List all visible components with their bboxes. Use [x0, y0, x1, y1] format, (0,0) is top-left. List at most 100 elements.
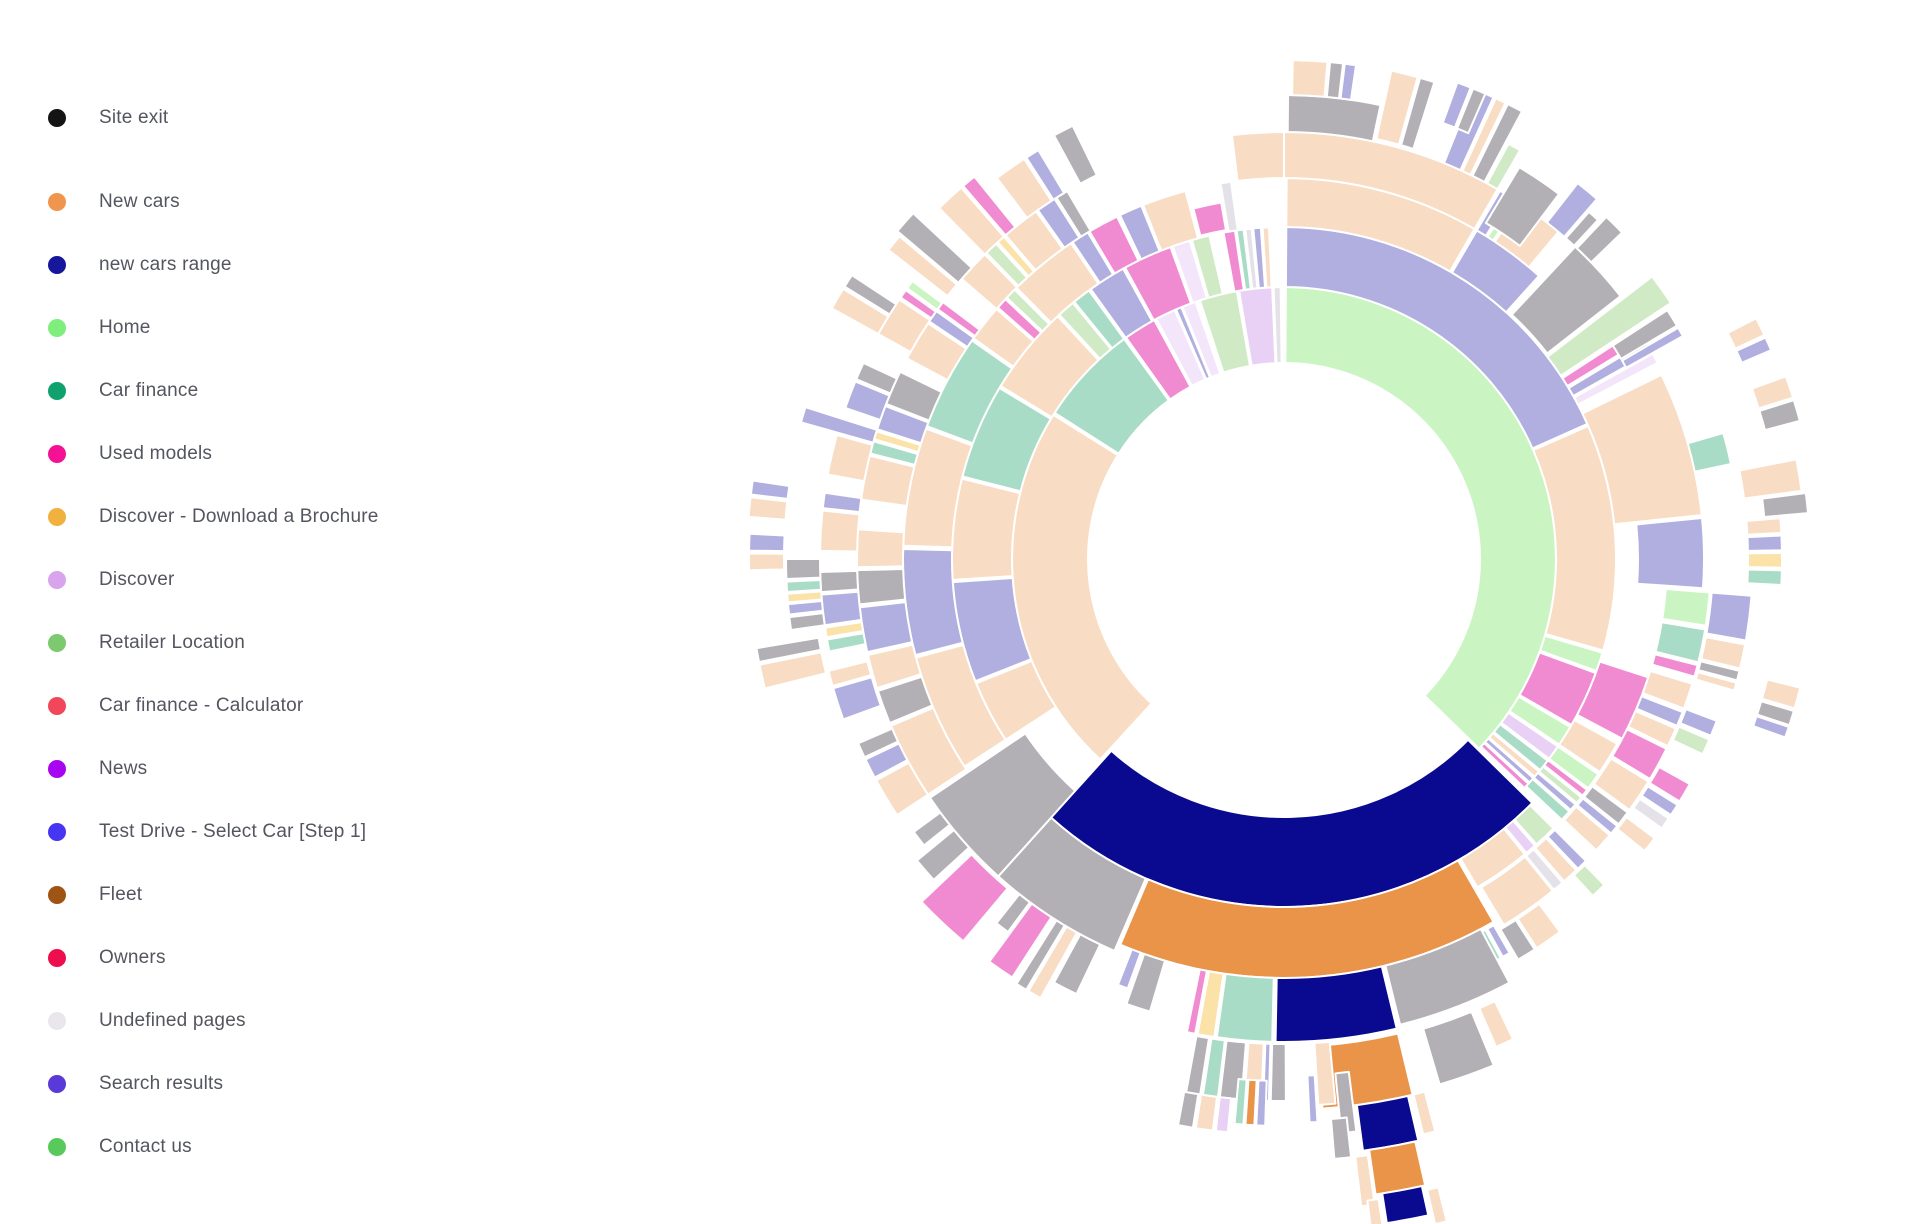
- sunburst-segment[interactable]: [844, 380, 891, 421]
- sunburst-segment[interactable]: [1635, 695, 1684, 727]
- sunburst-segment[interactable]: [1441, 81, 1472, 129]
- sunburst-segment[interactable]: [748, 552, 786, 572]
- sunburst-segment[interactable]: [786, 590, 823, 604]
- legend-item-test-drive-select-car-step-1[interactable]: Test Drive - Select Car [Step 1]: [48, 820, 379, 844]
- sunburst-segment[interactable]: [826, 434, 874, 483]
- sunburst-segment[interactable]: [787, 600, 824, 616]
- sunburst-segment[interactable]: [1185, 968, 1208, 1035]
- sunburst-segment[interactable]: [1640, 785, 1679, 817]
- sunburst-segment[interactable]: [1539, 634, 1604, 672]
- sunburst-segment[interactable]: [1760, 678, 1802, 710]
- sunburst-segment[interactable]: [1694, 671, 1738, 692]
- sunburst-segment[interactable]: [843, 274, 898, 316]
- sunburst-segment[interactable]: [1700, 636, 1747, 670]
- legend-item-search-results[interactable]: Search results: [48, 1072, 379, 1096]
- sunburst-segment[interactable]: [1679, 708, 1718, 737]
- sunburst-segment[interactable]: [1366, 1198, 1384, 1224]
- legend-item-owners[interactable]: Owners: [48, 946, 379, 970]
- sunburst-segment[interactable]: [1758, 399, 1801, 432]
- legend-item-new-cars[interactable]: New cars: [48, 190, 379, 214]
- sunburst-segment[interactable]: [858, 601, 914, 654]
- sunburst-segment[interactable]: [1125, 952, 1166, 1013]
- sunburst-segment[interactable]: [1558, 718, 1619, 774]
- sunburst-segment[interactable]: [1269, 1042, 1287, 1103]
- sunburst-segment[interactable]: [1118, 204, 1161, 261]
- legend-item-contact-us[interactable]: Contact us: [48, 1135, 379, 1159]
- sunburst-segment[interactable]: [1738, 458, 1803, 500]
- sunburst-segment[interactable]: [1480, 855, 1554, 927]
- sunburst-segment[interactable]: [972, 308, 1035, 368]
- sunburst-segment[interactable]: [1573, 352, 1659, 406]
- sunburst-segment[interactable]: [1053, 124, 1098, 185]
- sunburst-segment[interactable]: [1116, 948, 1142, 990]
- sunburst-segment[interactable]: [1244, 227, 1259, 290]
- sunburst-segment[interactable]: [830, 287, 890, 336]
- sunburst-segment[interactable]: [856, 528, 905, 569]
- legend-item-car-finance[interactable]: Car finance: [48, 379, 379, 403]
- sunburst-segment[interactable]: [1746, 568, 1783, 587]
- sunburst-segment[interactable]: [1124, 246, 1192, 322]
- sunburst-segment[interactable]: [1088, 215, 1140, 275]
- sunburst-segment[interactable]: [938, 186, 1005, 256]
- sunburst-segment[interactable]: [1461, 97, 1507, 176]
- sunburst-segment[interactable]: [1532, 771, 1577, 811]
- sunburst-segment[interactable]: [1635, 517, 1706, 590]
- sunburst-segment[interactable]: [1746, 534, 1783, 552]
- sunburst-segment[interactable]: [1534, 837, 1578, 883]
- sunburst-segment[interactable]: [1025, 149, 1066, 201]
- sunburst-segment[interactable]: [1478, 1000, 1515, 1048]
- sunburst-segment[interactable]: [1746, 551, 1783, 569]
- sunburst-segment[interactable]: [1471, 103, 1524, 183]
- sunburst-segment[interactable]: [906, 280, 944, 311]
- sunburst-segment[interactable]: [1375, 69, 1419, 146]
- sunburst-segment[interactable]: [1575, 215, 1624, 264]
- sunburst-segment[interactable]: [1313, 1040, 1337, 1106]
- legend-item-site-exit[interactable]: Site exit: [48, 106, 379, 130]
- sunburst-segment[interactable]: [1705, 591, 1753, 642]
- sunburst-segment[interactable]: [1525, 777, 1571, 821]
- sunburst-segment[interactable]: [758, 651, 828, 690]
- sunburst-segment[interactable]: [1651, 653, 1699, 678]
- sunburst-segment[interactable]: [1648, 765, 1691, 803]
- sunburst-segment[interactable]: [866, 643, 922, 690]
- sunburst-segment[interactable]: [799, 406, 878, 444]
- legend-item-news[interactable]: News: [48, 757, 379, 781]
- legend-item-discover-download-a-brochure[interactable]: Discover - Download a Brochure: [48, 505, 379, 529]
- sunburst-segment[interactable]: [962, 175, 1017, 237]
- sunburst-segment[interactable]: [1194, 1093, 1219, 1132]
- sunburst-segment[interactable]: [902, 427, 974, 549]
- sunburst-segment[interactable]: [1583, 785, 1629, 826]
- sunburst-segment[interactable]: [1726, 317, 1766, 350]
- sunburst-segment[interactable]: [1384, 927, 1511, 1026]
- sunburst-segment[interactable]: [1499, 919, 1536, 961]
- sunburst-segment[interactable]: [1381, 1185, 1430, 1224]
- sunburst-segment[interactable]: [1177, 1090, 1200, 1129]
- sunburst-segment[interactable]: [1735, 336, 1773, 364]
- sunburst-segment[interactable]: [1233, 1078, 1248, 1126]
- sunburst-segment[interactable]: [824, 621, 865, 639]
- sunburst-segment[interactable]: [1486, 924, 1511, 958]
- sunburst-segment[interactable]: [1611, 309, 1678, 360]
- legend-item-retailer-location[interactable]: Retailer Location: [48, 631, 379, 655]
- sunburst-segment[interactable]: [1545, 182, 1598, 238]
- sunburst-segment[interactable]: [896, 212, 973, 284]
- sunburst-segment[interactable]: [995, 157, 1053, 219]
- sunburst-segment[interactable]: [1572, 863, 1606, 897]
- sunburst-segment[interactable]: [1486, 142, 1521, 191]
- sunburst-segment[interactable]: [920, 853, 1009, 943]
- sunburst-segment[interactable]: [1576, 797, 1619, 835]
- sunburst-segment[interactable]: [1252, 226, 1267, 290]
- sunburst-segment[interactable]: [951, 477, 1022, 581]
- legend-item-undefined-pages[interactable]: Undefined pages: [48, 1009, 379, 1033]
- sunburst-segment[interactable]: [755, 636, 822, 663]
- sunburst-segment[interactable]: [1230, 131, 1285, 182]
- sunburst-segment[interactable]: [1412, 1090, 1437, 1136]
- sunburst-segment[interactable]: [1538, 765, 1583, 804]
- sunburst-segment[interactable]: [1546, 828, 1587, 870]
- sunburst-segment[interactable]: [857, 727, 899, 759]
- sunburst-segment[interactable]: [1219, 180, 1239, 233]
- sunburst-segment[interactable]: [1752, 715, 1790, 739]
- legend-item-home[interactable]: Home: [48, 316, 379, 340]
- sunburst-segment[interactable]: [1756, 700, 1795, 727]
- sunburst-segment[interactable]: [1422, 1010, 1495, 1086]
